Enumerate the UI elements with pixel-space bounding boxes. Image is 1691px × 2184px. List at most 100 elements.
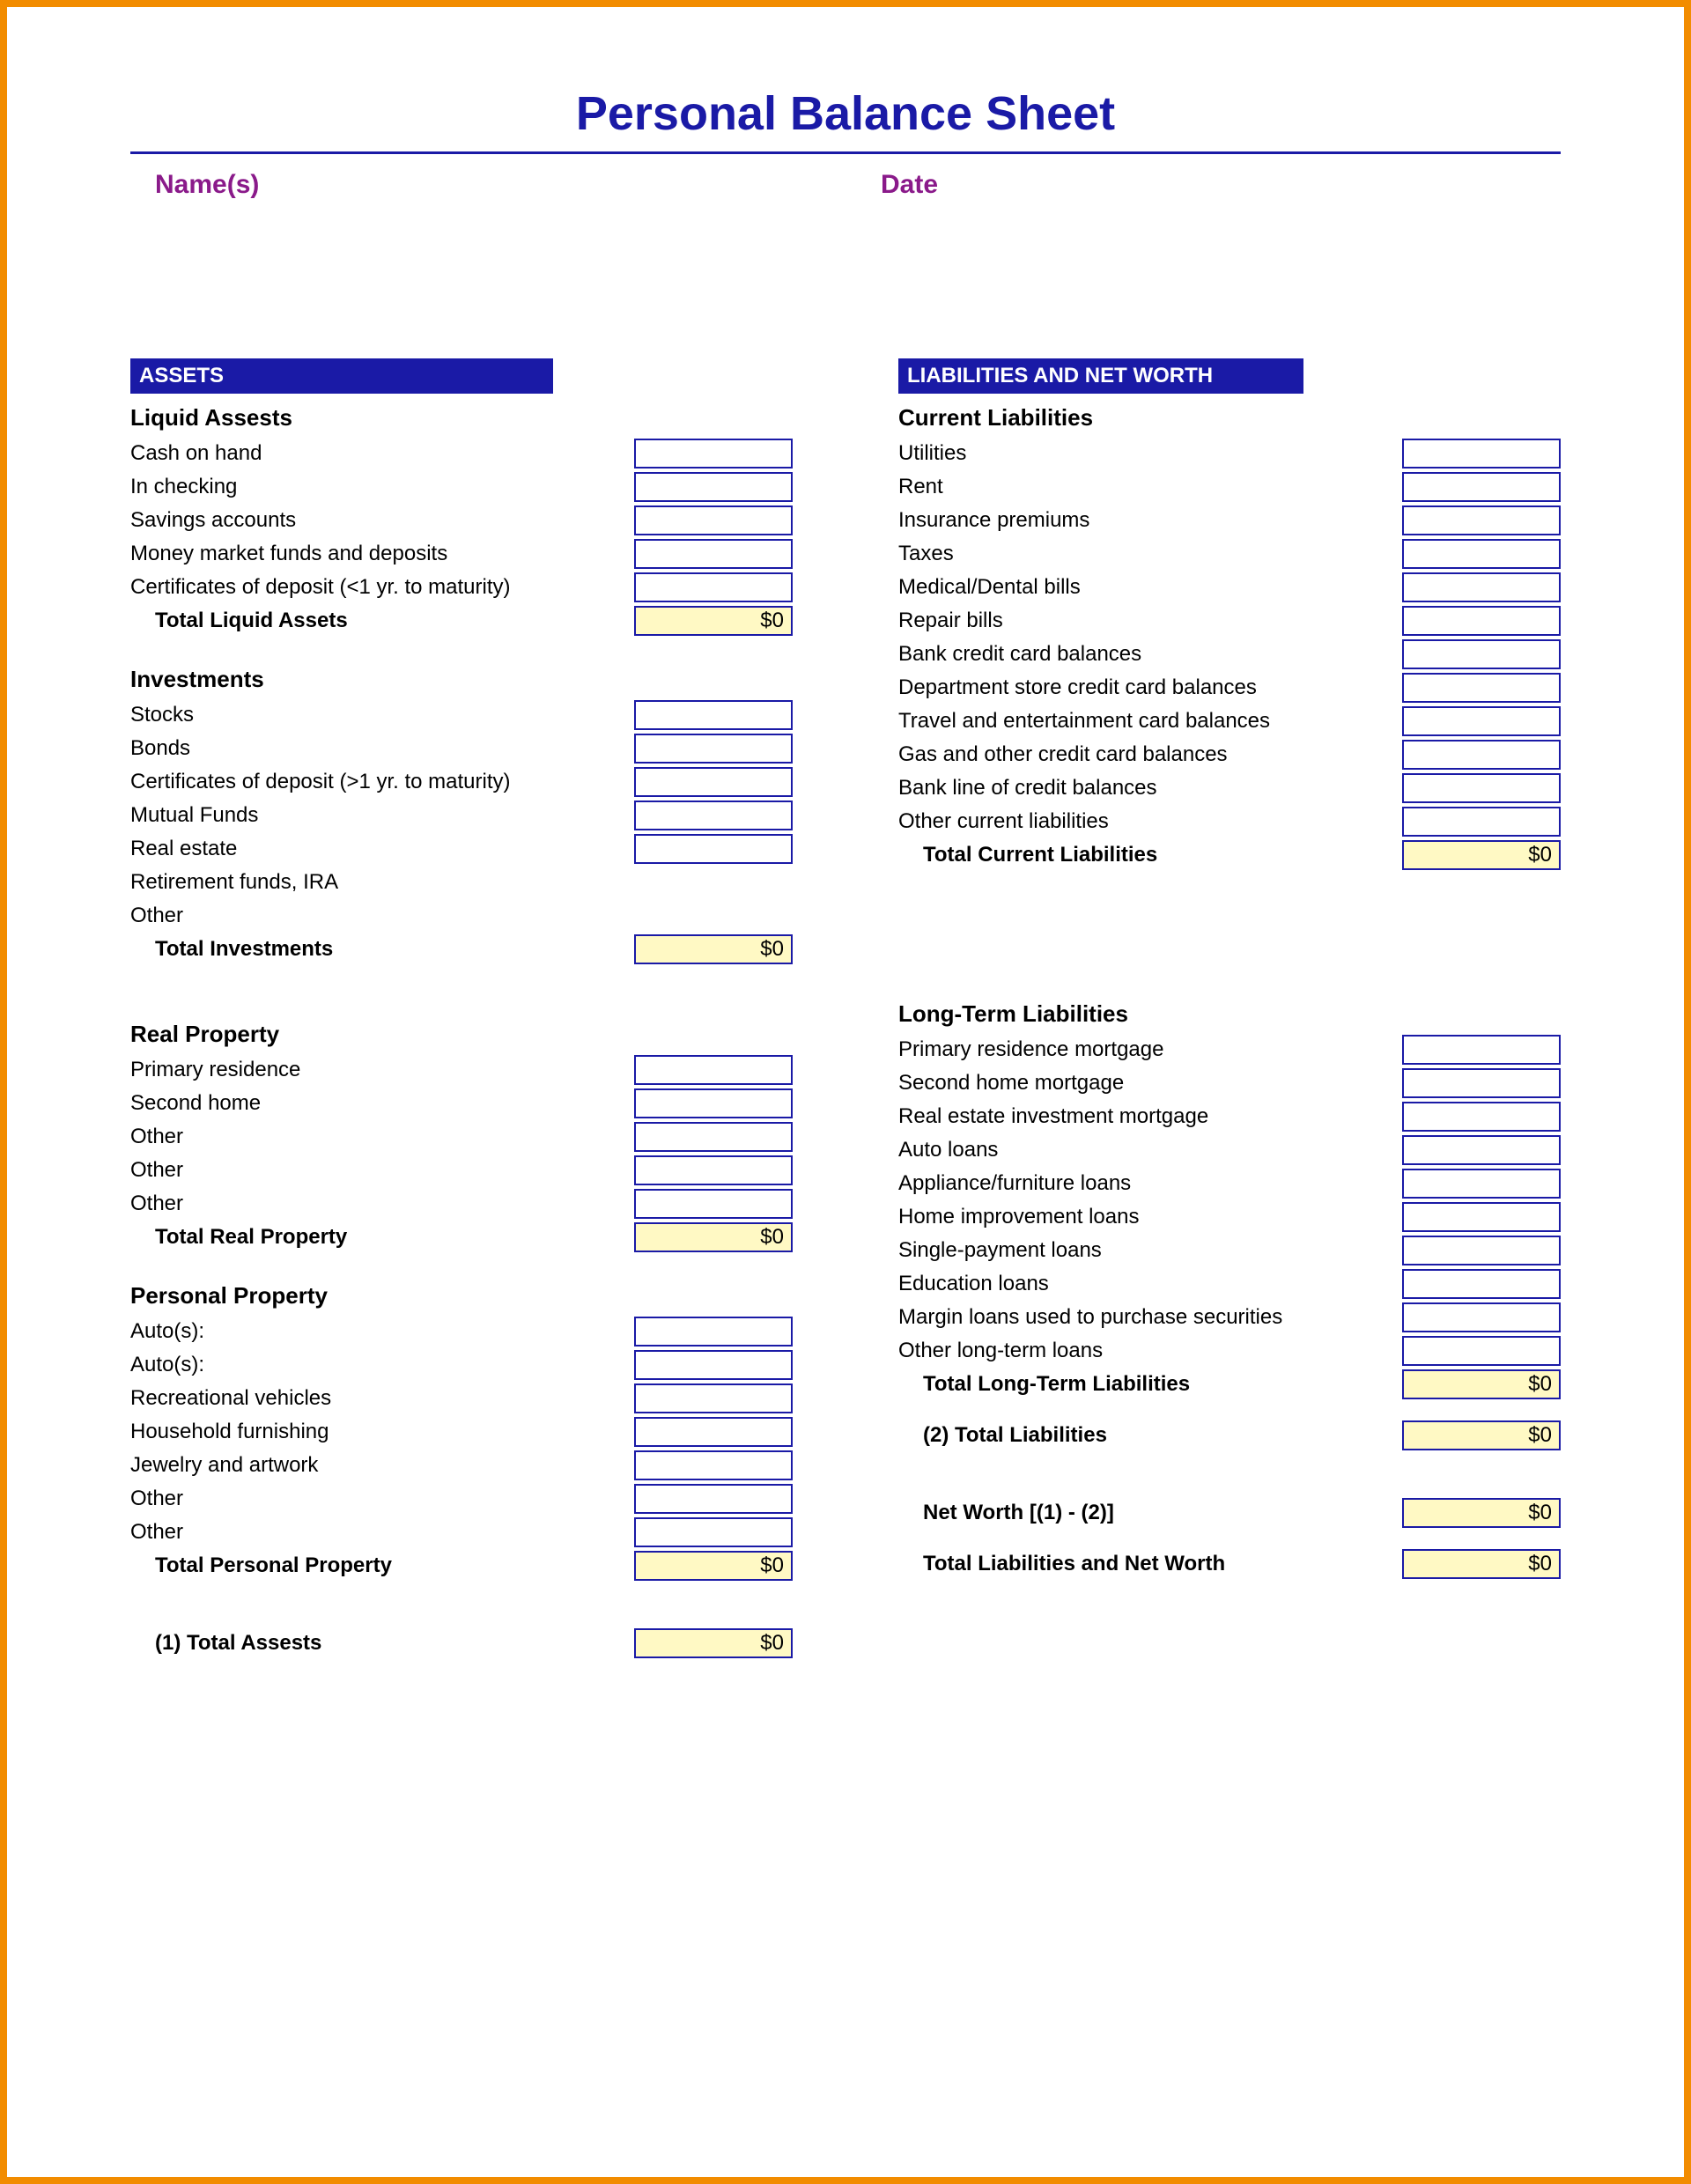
input-cell[interactable]	[1402, 1336, 1561, 1366]
input-cell[interactable]	[1402, 1202, 1561, 1232]
input-cell[interactable]	[634, 1088, 793, 1118]
input-cell[interactable]	[1402, 505, 1561, 535]
input-cell[interactable]	[1402, 706, 1561, 736]
input-cell[interactable]	[1402, 1236, 1561, 1265]
input-cell[interactable]	[634, 767, 793, 797]
net-worth-value: $0	[1402, 1498, 1561, 1528]
names-label: Name(s)	[130, 170, 846, 200]
line-item-row: Utilities	[898, 437, 1561, 470]
liabilities-grand-total-label: Total Liabilities and Net Worth	[898, 1552, 1402, 1576]
input-cell[interactable]	[634, 1517, 793, 1547]
liabilities-grand-total-row: Total Liabilities and Net Worth $0	[898, 1547, 1561, 1581]
line-item-label: Repair bills	[898, 609, 1402, 633]
line-item-label: Other	[130, 1158, 634, 1183]
balance-sheet: Personal Balance Sheet Name(s) Date ASSE…	[130, 86, 1561, 1660]
input-cell[interactable]	[1402, 606, 1561, 636]
input-cell[interactable]	[1402, 1135, 1561, 1165]
line-item-row: Recreational vehicles	[130, 1382, 793, 1415]
line-item-label: Rent	[898, 475, 1402, 499]
input-cell[interactable]	[634, 1383, 793, 1413]
liquid-total-row: Total Liquid Assets $0	[130, 604, 793, 638]
net-worth-label: Net Worth [(1) - (2)]	[898, 1501, 1402, 1525]
input-cell[interactable]	[634, 801, 793, 830]
input-cell[interactable]	[634, 472, 793, 502]
input-cell[interactable]	[634, 439, 793, 469]
input-cell[interactable]	[1402, 572, 1561, 602]
line-item-row: Bank line of credit balances	[898, 771, 1561, 805]
liquid-total-label: Total Liquid Assets	[130, 609, 634, 633]
input-cell[interactable]	[634, 1350, 793, 1380]
line-item-label: Margin loans used to purchase securities	[898, 1305, 1402, 1330]
line-item-label: Appliance/furniture loans	[898, 1171, 1402, 1196]
input-cell[interactable]	[634, 700, 793, 730]
line-item-row: Repair bills	[898, 604, 1561, 638]
input-cell[interactable]	[1402, 1068, 1561, 1098]
line-item-label: Gas and other credit card balances	[898, 742, 1402, 767]
assets-banner: ASSETS	[130, 358, 553, 394]
input-cell[interactable]	[1402, 1035, 1561, 1065]
line-item-row: Bonds	[130, 732, 793, 765]
line-item-row: Other	[130, 1516, 793, 1549]
input-cell[interactable]	[1402, 439, 1561, 469]
input-cell[interactable]	[634, 1155, 793, 1185]
line-item-label: Travel and entertainment card balances	[898, 709, 1402, 734]
document-frame: Personal Balance Sheet Name(s) Date ASSE…	[0, 0, 1691, 2184]
input-cell[interactable]	[1402, 807, 1561, 837]
real-property-rows: Primary residenceSecond homeOtherOtherOt…	[130, 1053, 793, 1221]
current-liabilities-rows: UtilitiesRentInsurance premiumsTaxesMedi…	[898, 437, 1561, 838]
line-item-label: Retirement funds, IRA	[130, 870, 793, 895]
input-cell[interactable]	[634, 1055, 793, 1085]
real-property-heading: Real Property	[130, 1021, 793, 1048]
liabilities-banner: LIABILITIES AND NET WORTH	[898, 358, 1303, 394]
line-item-label: Certificates of deposit (<1 yr. to matur…	[130, 575, 634, 600]
input-cell[interactable]	[1402, 740, 1561, 770]
line-item-label: Second home	[130, 1091, 634, 1116]
input-cell[interactable]	[634, 1484, 793, 1514]
input-cell[interactable]	[1402, 639, 1561, 669]
total-liabilities-label: (2) Total Liabilities	[898, 1423, 1402, 1448]
line-item-label: Other	[130, 1520, 634, 1545]
long-term-heading: Long-Term Liabilities	[898, 1000, 1561, 1028]
input-cell[interactable]	[634, 834, 793, 864]
line-item-label: Real estate	[130, 837, 634, 861]
line-item-row: Other	[130, 1187, 793, 1221]
line-item-label: Household furnishing	[130, 1420, 634, 1444]
line-item-label: Jewelry and artwork	[130, 1453, 634, 1478]
assets-grand-total-value: $0	[634, 1628, 793, 1658]
line-item-row: Home improvement loans	[898, 1200, 1561, 1234]
line-item-row: Appliance/furniture loans	[898, 1167, 1561, 1200]
input-cell[interactable]	[634, 572, 793, 602]
input-cell[interactable]	[634, 1122, 793, 1152]
input-cell[interactable]	[1402, 472, 1561, 502]
input-cell[interactable]	[1402, 1269, 1561, 1299]
line-item-row: Cash on hand	[130, 437, 793, 470]
input-cell[interactable]	[634, 1317, 793, 1347]
input-cell[interactable]	[1402, 539, 1561, 569]
long-term-rows: Primary residence mortgageSecond home mo…	[898, 1033, 1561, 1368]
net-worth-row: Net Worth [(1) - (2)] $0	[898, 1496, 1561, 1530]
input-cell[interactable]	[1402, 1302, 1561, 1332]
input-cell[interactable]	[634, 1417, 793, 1447]
investments-total-label: Total Investments	[130, 937, 634, 962]
personal-property-total-value: $0	[634, 1551, 793, 1581]
line-item-row: Household furnishing	[130, 1415, 793, 1449]
input-cell[interactable]	[1402, 1102, 1561, 1132]
assets-grand-total-row: (1) Total Assests $0	[130, 1627, 793, 1660]
line-item-label: Mutual Funds	[130, 803, 634, 828]
input-cell[interactable]	[1402, 1169, 1561, 1199]
real-property-total-row: Total Real Property $0	[130, 1221, 793, 1254]
current-liabilities-total-row: Total Current Liabilities $0	[898, 838, 1561, 872]
input-cell[interactable]	[634, 539, 793, 569]
input-cell[interactable]	[1402, 773, 1561, 803]
long-term-total-row: Total Long-Term Liabilities $0	[898, 1368, 1561, 1401]
line-item-label: Cash on hand	[130, 441, 634, 466]
input-cell[interactable]	[1402, 673, 1561, 703]
input-cell[interactable]	[634, 505, 793, 535]
line-item-row: Medical/Dental bills	[898, 571, 1561, 604]
line-item-row: Bank credit card balances	[898, 638, 1561, 671]
line-item-row: Other	[130, 1154, 793, 1187]
input-cell[interactable]	[634, 1450, 793, 1480]
input-cell[interactable]	[634, 734, 793, 764]
line-item-label: Bonds	[130, 736, 634, 761]
input-cell[interactable]	[634, 1189, 793, 1219]
